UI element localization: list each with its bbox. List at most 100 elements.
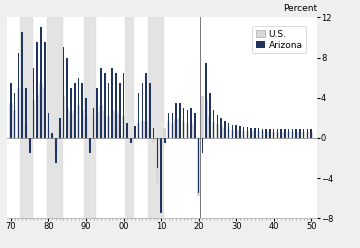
Bar bbox=[78, 78, 79, 138]
Bar bbox=[153, 128, 154, 138]
Bar bbox=[254, 128, 256, 138]
Bar bbox=[303, 129, 305, 138]
Bar bbox=[22, 32, 23, 138]
Bar bbox=[299, 129, 301, 138]
Bar bbox=[47, 130, 50, 138]
Bar bbox=[55, 138, 57, 163]
Bar bbox=[51, 133, 53, 138]
Bar bbox=[104, 73, 105, 138]
Bar bbox=[302, 132, 305, 138]
Bar bbox=[149, 83, 150, 138]
Bar bbox=[130, 138, 132, 143]
Bar bbox=[119, 83, 121, 138]
Bar bbox=[66, 108, 69, 138]
Bar bbox=[21, 93, 24, 138]
Bar bbox=[298, 132, 301, 138]
Bar bbox=[58, 128, 61, 138]
Bar bbox=[10, 83, 12, 138]
Bar bbox=[152, 138, 155, 143]
Bar bbox=[134, 126, 136, 138]
Bar bbox=[54, 138, 58, 153]
Bar bbox=[216, 124, 219, 138]
Bar bbox=[310, 132, 313, 138]
Bar bbox=[63, 47, 64, 138]
Bar bbox=[268, 131, 271, 138]
Bar bbox=[133, 136, 136, 138]
Bar bbox=[73, 110, 76, 138]
Bar bbox=[148, 17, 163, 218]
Bar bbox=[130, 138, 132, 143]
Bar bbox=[194, 113, 195, 138]
Bar bbox=[144, 121, 148, 138]
Bar bbox=[217, 115, 218, 138]
Bar bbox=[115, 73, 117, 138]
Bar bbox=[213, 110, 215, 138]
Bar bbox=[122, 116, 125, 138]
Bar bbox=[238, 131, 242, 138]
Bar bbox=[202, 138, 203, 153]
Bar bbox=[179, 103, 181, 138]
Bar bbox=[69, 113, 73, 138]
Bar bbox=[123, 73, 124, 138]
Bar bbox=[112, 67, 113, 138]
Bar bbox=[171, 123, 174, 138]
Legend: U.S., Arizona: U.S., Arizona bbox=[252, 26, 306, 53]
Bar bbox=[262, 129, 263, 138]
Bar bbox=[235, 130, 238, 138]
Bar bbox=[171, 113, 173, 138]
Bar bbox=[81, 83, 83, 138]
Bar bbox=[29, 138, 31, 153]
Bar bbox=[276, 132, 279, 138]
Bar bbox=[231, 125, 233, 138]
Bar bbox=[228, 123, 229, 138]
Bar bbox=[193, 125, 197, 138]
Bar bbox=[183, 108, 184, 138]
Bar bbox=[9, 103, 13, 138]
Bar bbox=[67, 58, 68, 138]
Bar bbox=[114, 111, 118, 138]
Bar bbox=[294, 132, 298, 138]
Bar bbox=[62, 96, 65, 138]
Bar bbox=[39, 83, 42, 138]
Bar bbox=[157, 138, 158, 168]
Bar bbox=[212, 122, 215, 138]
Bar bbox=[178, 118, 181, 138]
Bar bbox=[74, 83, 76, 138]
Bar bbox=[175, 103, 177, 138]
Bar bbox=[107, 116, 110, 138]
Text: Percent: Percent bbox=[283, 4, 317, 13]
Bar bbox=[25, 88, 27, 138]
Bar bbox=[186, 123, 189, 138]
Bar bbox=[77, 105, 80, 138]
Bar bbox=[204, 100, 208, 138]
Bar bbox=[111, 110, 114, 138]
Bar bbox=[197, 138, 200, 196]
Bar bbox=[88, 138, 91, 148]
Bar bbox=[307, 129, 308, 138]
Bar bbox=[269, 129, 271, 138]
Bar bbox=[96, 113, 99, 138]
Bar bbox=[156, 138, 159, 183]
Bar bbox=[126, 123, 128, 138]
Bar bbox=[265, 131, 268, 138]
Bar bbox=[145, 73, 147, 138]
Bar bbox=[14, 93, 15, 138]
Bar bbox=[231, 130, 234, 138]
Bar bbox=[167, 121, 170, 138]
Bar bbox=[24, 123, 27, 138]
Bar bbox=[253, 131, 256, 138]
Bar bbox=[208, 116, 211, 138]
Bar bbox=[242, 131, 245, 138]
Bar bbox=[137, 123, 140, 138]
Bar bbox=[160, 138, 162, 213]
Bar bbox=[306, 132, 309, 138]
Bar bbox=[36, 95, 39, 138]
Bar bbox=[44, 42, 45, 138]
Bar bbox=[198, 138, 199, 193]
Bar bbox=[273, 129, 274, 138]
Bar bbox=[13, 110, 16, 138]
Bar bbox=[85, 98, 87, 138]
Bar bbox=[250, 128, 252, 138]
Bar bbox=[243, 127, 244, 138]
Bar bbox=[249, 131, 253, 138]
